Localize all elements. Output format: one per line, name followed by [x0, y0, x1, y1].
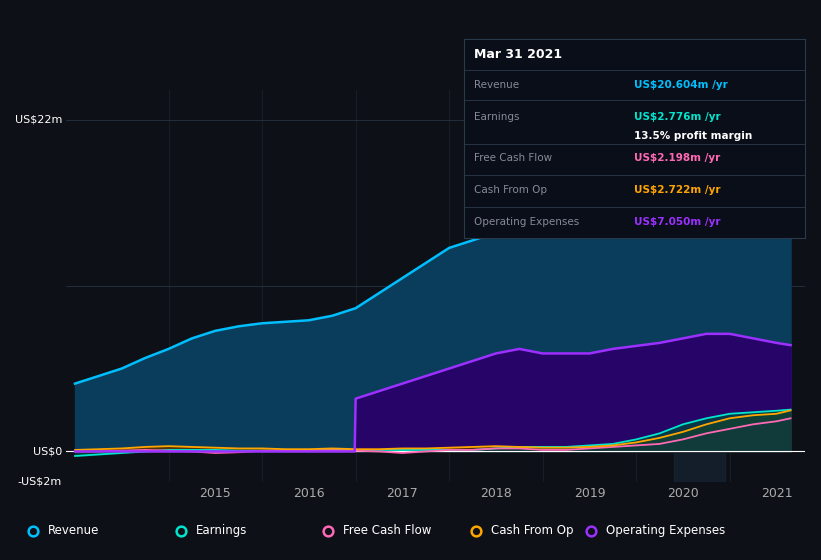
- Text: US$22m: US$22m: [15, 115, 62, 125]
- Text: US$2.198m /yr: US$2.198m /yr: [635, 153, 721, 164]
- Text: US$2.722m /yr: US$2.722m /yr: [635, 185, 721, 195]
- Text: Operating Expenses: Operating Expenses: [474, 217, 580, 227]
- Text: Operating Expenses: Operating Expenses: [606, 524, 725, 538]
- Text: Mar 31 2021: Mar 31 2021: [474, 48, 562, 60]
- Text: US$0: US$0: [33, 446, 62, 456]
- Text: US$7.050m /yr: US$7.050m /yr: [635, 217, 721, 227]
- Text: Cash From Op: Cash From Op: [491, 524, 573, 538]
- Text: -US$2m: -US$2m: [18, 477, 62, 487]
- Text: Earnings: Earnings: [474, 112, 520, 122]
- Text: Free Cash Flow: Free Cash Flow: [343, 524, 432, 538]
- Text: Free Cash Flow: Free Cash Flow: [474, 153, 553, 164]
- Text: Earnings: Earnings: [195, 524, 247, 538]
- Text: Revenue: Revenue: [474, 80, 519, 90]
- Text: Revenue: Revenue: [48, 524, 99, 538]
- Bar: [674, 90, 725, 482]
- Text: US$2.776m /yr: US$2.776m /yr: [635, 112, 721, 122]
- Text: US$20.604m /yr: US$20.604m /yr: [635, 80, 728, 90]
- Text: 13.5% profit margin: 13.5% profit margin: [635, 130, 753, 141]
- Text: Cash From Op: Cash From Op: [474, 185, 547, 195]
